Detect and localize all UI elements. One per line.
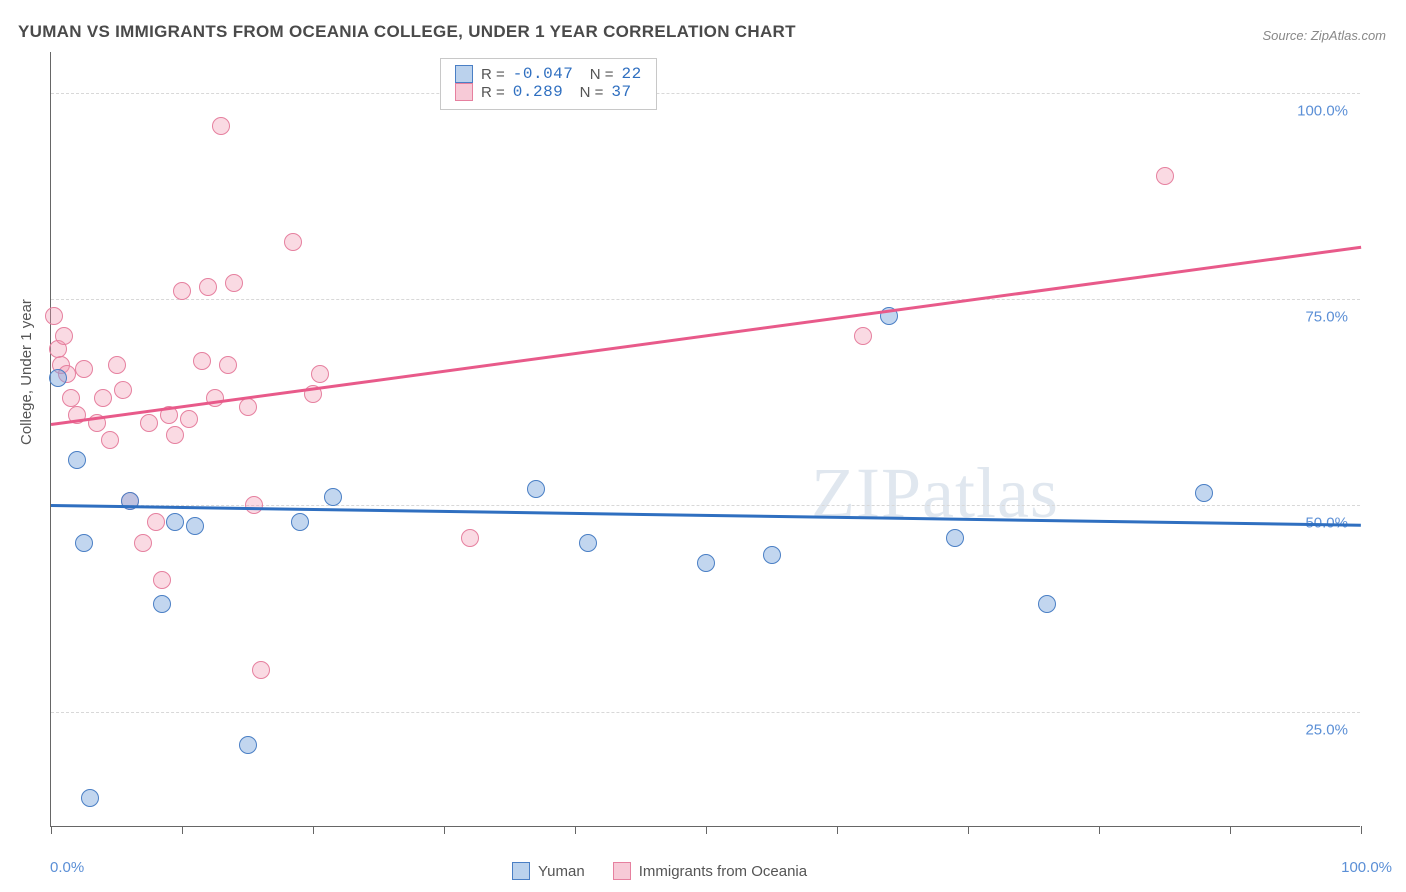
- legend-n-value: 37: [611, 83, 631, 101]
- legend-swatch-pink: [613, 862, 631, 880]
- x-tick: [837, 826, 838, 834]
- legend-swatch-blue: [455, 65, 473, 83]
- x-tick: [1099, 826, 1100, 834]
- data-point: [114, 381, 132, 399]
- legend-label: Immigrants from Oceania: [639, 863, 807, 880]
- trend-line: [51, 246, 1361, 426]
- data-point: [81, 789, 99, 807]
- legend-r-label: R =: [481, 84, 505, 101]
- legend-item: Immigrants from Oceania: [613, 862, 807, 880]
- legend-row: R = -0.047 N = 22: [455, 65, 642, 83]
- data-point: [140, 414, 158, 432]
- x-tick: [313, 826, 314, 834]
- correlation-legend: R = -0.047 N = 22 R = 0.289 N = 37: [440, 58, 657, 110]
- legend-n-value: 22: [621, 65, 641, 83]
- data-point: [239, 398, 257, 416]
- y-tick-label: 75.0%: [1305, 309, 1348, 326]
- y-tick-label: 100.0%: [1297, 103, 1348, 120]
- data-point: [75, 360, 93, 378]
- data-point: [75, 534, 93, 552]
- data-point: [94, 389, 112, 407]
- plot-area: ZIPatlas 25.0%50.0%75.0%100.0%: [50, 52, 1360, 827]
- legend-label: Yuman: [538, 863, 585, 880]
- data-point: [101, 431, 119, 449]
- data-point: [291, 513, 309, 531]
- data-point: [173, 282, 191, 300]
- y-axis-label: College, Under 1 year: [18, 299, 35, 445]
- legend-n-label: N =: [571, 84, 603, 101]
- data-point: [225, 274, 243, 292]
- data-point: [49, 369, 67, 387]
- data-point: [153, 595, 171, 613]
- data-point: [697, 554, 715, 572]
- data-point: [1038, 595, 1056, 613]
- legend-r-label: R =: [481, 66, 505, 83]
- chart-title: YUMAN VS IMMIGRANTS FROM OCEANIA COLLEGE…: [18, 22, 796, 42]
- data-point: [324, 488, 342, 506]
- gridline: [51, 712, 1360, 713]
- data-point: [239, 736, 257, 754]
- legend-r-value: 0.289: [513, 83, 564, 101]
- x-max-label: 100.0%: [1341, 859, 1392, 876]
- data-point: [166, 513, 184, 531]
- data-point: [108, 356, 126, 374]
- data-point: [1156, 167, 1174, 185]
- x-origin-label: 0.0%: [50, 859, 84, 876]
- data-point: [186, 517, 204, 535]
- data-point: [212, 117, 230, 135]
- y-tick-label: 25.0%: [1305, 721, 1348, 738]
- data-point: [252, 661, 270, 679]
- data-point: [199, 278, 217, 296]
- watermark: ZIPatlas: [811, 452, 1059, 535]
- x-tick: [1230, 826, 1231, 834]
- data-point: [153, 571, 171, 589]
- watermark-bold: ZIP: [811, 453, 922, 533]
- data-point: [166, 426, 184, 444]
- x-tick: [182, 826, 183, 834]
- data-point: [763, 546, 781, 564]
- data-point: [193, 352, 211, 370]
- data-point: [311, 365, 329, 383]
- legend-item: Yuman: [512, 862, 585, 880]
- gridline: [51, 299, 1360, 300]
- data-point: [946, 529, 964, 547]
- data-point: [206, 389, 224, 407]
- data-point: [284, 233, 302, 251]
- series-legend: Yuman Immigrants from Oceania: [512, 862, 807, 880]
- data-point: [527, 480, 545, 498]
- x-tick: [444, 826, 445, 834]
- data-point: [219, 356, 237, 374]
- data-point: [55, 327, 73, 345]
- data-point: [45, 307, 63, 325]
- legend-swatch-blue: [512, 862, 530, 880]
- data-point: [245, 496, 263, 514]
- chart-container: YUMAN VS IMMIGRANTS FROM OCEANIA COLLEGE…: [0, 0, 1406, 892]
- x-tick: [706, 826, 707, 834]
- legend-row: R = 0.289 N = 37: [455, 83, 642, 101]
- data-point: [1195, 484, 1213, 502]
- legend-swatch-pink: [455, 83, 473, 101]
- data-point: [134, 534, 152, 552]
- x-tick: [575, 826, 576, 834]
- legend-n-label: N =: [581, 66, 613, 83]
- x-tick: [1361, 826, 1362, 834]
- data-point: [579, 534, 597, 552]
- x-tick: [51, 826, 52, 834]
- data-point: [854, 327, 872, 345]
- legend-r-value: -0.047: [513, 65, 574, 83]
- data-point: [180, 410, 198, 428]
- data-point: [68, 451, 86, 469]
- gridline: [51, 93, 1360, 94]
- data-point: [461, 529, 479, 547]
- data-point: [62, 389, 80, 407]
- source-attribution: Source: ZipAtlas.com: [1262, 28, 1386, 43]
- x-tick: [968, 826, 969, 834]
- data-point: [147, 513, 165, 531]
- trend-line: [51, 504, 1361, 526]
